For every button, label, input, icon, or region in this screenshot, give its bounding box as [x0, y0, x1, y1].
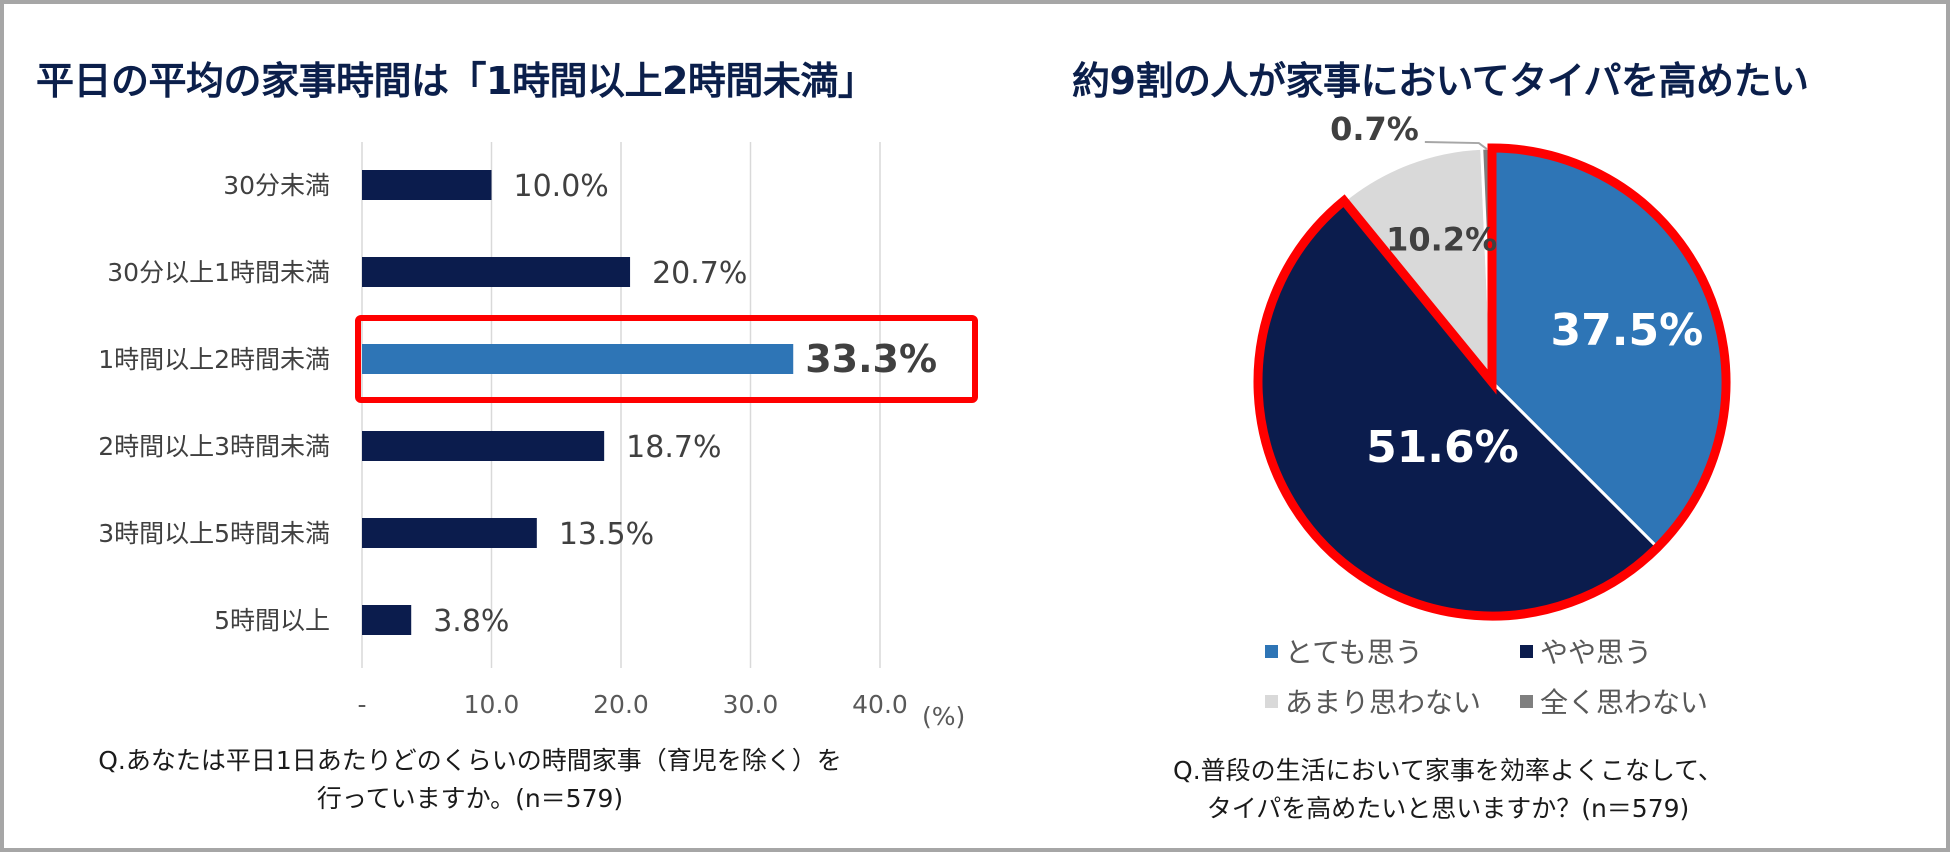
bar	[362, 344, 794, 374]
legend-swatch	[1520, 695, 1533, 708]
x-tick-label: 40.0	[852, 690, 908, 719]
bar-question-line-2: 行っていますか。(n＝579)	[316, 784, 624, 813]
bar-value-label: 20.7%	[652, 256, 747, 291]
bar-chart-title: 平日の平均の家事時間は「1時間以上2時間未満」	[36, 59, 876, 103]
legend-swatch	[1520, 645, 1533, 658]
bar	[362, 605, 412, 635]
bar-value-label: 18.7%	[626, 430, 721, 465]
slice-label: 10.2%	[1386, 220, 1497, 258]
bar-value-label: 10.0%	[514, 169, 609, 204]
legend-label: やや思う	[1540, 636, 1652, 669]
slice-label: 37.5%	[1551, 305, 1704, 356]
bar	[362, 518, 537, 548]
pie-slice	[1342, 146, 1494, 384]
leader-line	[1424, 141, 1488, 150]
highlight-outline	[1253, 143, 1731, 621]
bar	[362, 170, 492, 200]
x-tick-label: 20.0	[593, 690, 649, 719]
pie-chart-question: Q.普段の生活において家事を効率よくこなして、 タイパを高めたいと思いますか？(…	[1128, 752, 1768, 828]
x-tick-label: 30.0	[723, 690, 779, 719]
highlight-box	[355, 315, 978, 403]
bar	[362, 431, 605, 461]
bar-value-label: 33.3%	[805, 337, 937, 381]
legend-swatch	[1265, 695, 1278, 708]
bar	[362, 257, 631, 287]
bar-value-label: 13.5%	[559, 517, 654, 552]
pie-question-line-1: Q.普段の生活において家事を効率よくこなして、	[1173, 756, 1723, 785]
slice-label: 0.7%	[1330, 110, 1419, 148]
bar-chart: - 10.0 20.0 30.0 40.0 (%) 30分未満 10.0% 30分以上1時間未満…	[98, 142, 978, 731]
category-label: 30分未満	[223, 171, 330, 200]
category-label: 2時間以上3時間未満	[98, 432, 330, 461]
slice-label: 51.6%	[1366, 422, 1519, 473]
bar-chart-question: Q.あなたは平日1日あたりどのくらいの時間家事（育児を除く）を 行っていますか。…	[60, 742, 880, 818]
bar-question-line-1: Q.あなたは平日1日あたりどのくらいの時間家事（育児を除く）を	[98, 746, 842, 775]
pie-question-line-2: タイパを高めたいと思いますか？(n＝579)	[1206, 794, 1690, 823]
category-label: 30分以上1時間未満	[107, 258, 330, 287]
category-label: 5時間以上	[214, 606, 330, 635]
x-tick-label: 10.0	[464, 690, 520, 719]
category-label: 1時間以上2時間未満	[98, 345, 330, 374]
bar-value-label: 3.8%	[433, 604, 509, 639]
category-label: 3時間以上5時間未満	[98, 519, 330, 548]
x-tick-label: -	[357, 690, 366, 719]
x-unit-label: (%)	[922, 702, 965, 731]
pie-chart-title: 約9割の人が家事においてタイパを高めたい	[1072, 59, 1809, 103]
legend-label: 全く思わない	[1540, 686, 1708, 719]
legend-label: とても思う	[1285, 636, 1423, 669]
legend-swatch	[1265, 645, 1278, 658]
legend-label: あまり思わない	[1285, 686, 1481, 719]
